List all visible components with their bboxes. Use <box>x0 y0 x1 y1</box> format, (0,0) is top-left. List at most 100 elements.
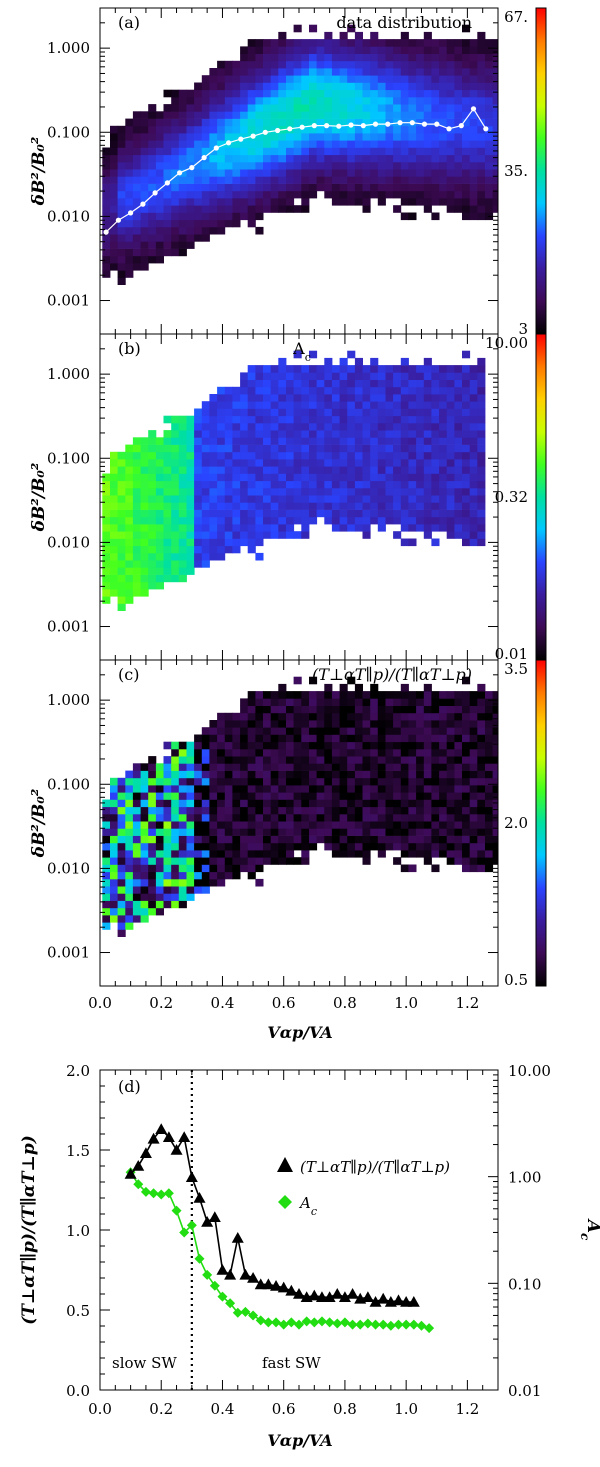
heatmap-cell <box>201 401 210 409</box>
heatmap-cell <box>324 502 333 510</box>
heatmap-cell <box>148 842 157 851</box>
heatmap-cell <box>240 444 249 453</box>
heatmap-cell <box>416 727 425 735</box>
heatmap-cell <box>485 842 494 851</box>
ratio-line <box>130 1127 414 1303</box>
heatmap-cell <box>331 792 340 800</box>
heatmap-cell <box>331 473 340 482</box>
heatmap-cell <box>423 161 432 170</box>
heatmap-cell <box>362 422 371 431</box>
heatmap-cell <box>439 82 448 91</box>
heatmap-cell <box>217 437 226 445</box>
heatmap-cell <box>431 82 440 91</box>
heatmap-cell <box>270 756 279 764</box>
panel-d-label: (d) <box>118 1077 141 1096</box>
heatmap-cell <box>293 111 302 119</box>
heatmap-cell <box>232 147 241 156</box>
heatmap-cell <box>370 785 379 793</box>
heatmap-cell <box>178 886 187 894</box>
heatmap-cell <box>163 198 172 206</box>
heatmap-cell <box>377 835 386 844</box>
heatmap-cell <box>217 741 226 750</box>
heatmap-cell <box>339 104 348 112</box>
heatmap-cell <box>331 451 340 460</box>
heatmap-cell <box>117 502 126 510</box>
heatmap-cell <box>186 176 195 184</box>
heatmap-cell <box>309 140 318 148</box>
heatmap-cell <box>186 190 195 199</box>
heatmap-cell <box>416 53 425 62</box>
heatmap-cell <box>110 263 119 271</box>
heatmap-cell <box>431 480 440 489</box>
heatmap-cell <box>240 82 249 91</box>
heatmap-cell <box>163 140 172 148</box>
heatmap-cell <box>469 857 478 865</box>
heatmap-cell <box>431 444 440 453</box>
heatmap-cell <box>423 430 432 438</box>
heatmap-cell <box>347 75 356 83</box>
heatmap-cell <box>316 502 325 510</box>
heatmap-cell <box>416 509 425 518</box>
heatmap-cell <box>347 712 356 721</box>
ratio-point <box>331 1288 344 1299</box>
heatmap-cell <box>393 60 402 69</box>
heatmap-cell <box>224 850 233 858</box>
heatmap-cell <box>163 437 172 445</box>
heatmap-cell <box>347 133 356 141</box>
heatmap-cell <box>309 401 318 409</box>
heatmap-cell <box>492 734 498 743</box>
heatmap-cell <box>178 748 187 757</box>
heatmap-cell <box>469 712 478 721</box>
heatmap-cell <box>393 777 402 786</box>
ratio-point <box>147 1132 160 1144</box>
heatmap-cell <box>301 785 310 793</box>
heatmap-cell <box>492 104 498 112</box>
heatmap-cell <box>140 581 149 590</box>
heatmap-cell <box>439 415 448 424</box>
heatmap-cell <box>117 277 126 285</box>
series-temperature-ratio <box>124 1123 420 1307</box>
heatmap-cell <box>209 741 218 750</box>
heatmap-cell <box>194 763 203 771</box>
heatmap-cell <box>255 372 264 380</box>
heatmap-cell <box>485 734 494 743</box>
heatmap-cell <box>393 705 402 714</box>
heatmap-cell <box>224 813 233 822</box>
heatmap-cell <box>301 96 310 105</box>
heatmap-cell <box>354 96 363 105</box>
heatmap-cell <box>347 466 356 474</box>
heatmap-cell <box>125 161 134 170</box>
heatmap-cell <box>186 748 195 757</box>
heatmap-cell <box>393 176 402 184</box>
heatmap-cell <box>347 516 356 525</box>
heatmap-cell <box>270 394 279 402</box>
heatmap-cell <box>477 365 486 373</box>
heatmap-cell <box>255 68 264 76</box>
heatmap-cell <box>293 401 302 409</box>
heatmap-cell <box>331 466 340 474</box>
heatmap-cell <box>485 53 494 62</box>
ac-point <box>378 1319 389 1330</box>
heatmap-cell <box>331 437 340 445</box>
heatmap-cell <box>278 82 287 91</box>
heatmap-cell <box>110 813 119 822</box>
heatmap-cell <box>178 871 187 880</box>
heatmap-cell <box>125 878 134 887</box>
heatmap-cell <box>347 169 356 177</box>
heatmap-cell <box>186 241 195 249</box>
heatmap-cell <box>247 516 256 525</box>
heatmap-cell <box>132 792 141 800</box>
heatmap-cell <box>485 133 494 141</box>
heatmap-cell <box>102 596 111 604</box>
heatmap-cell <box>362 502 371 510</box>
heatmap-cell <box>370 53 379 62</box>
heatmap-cell <box>178 147 187 156</box>
heatmap-cell <box>132 828 141 836</box>
heatmap-cell <box>186 147 195 156</box>
heatmap-cell <box>370 516 379 525</box>
heatmap-cell <box>477 799 486 808</box>
heatmap-cell <box>232 850 241 858</box>
heatmap-cell <box>385 741 394 750</box>
heatmap-cell <box>462 89 471 98</box>
xtick-label: 1.2 <box>455 1400 479 1418</box>
